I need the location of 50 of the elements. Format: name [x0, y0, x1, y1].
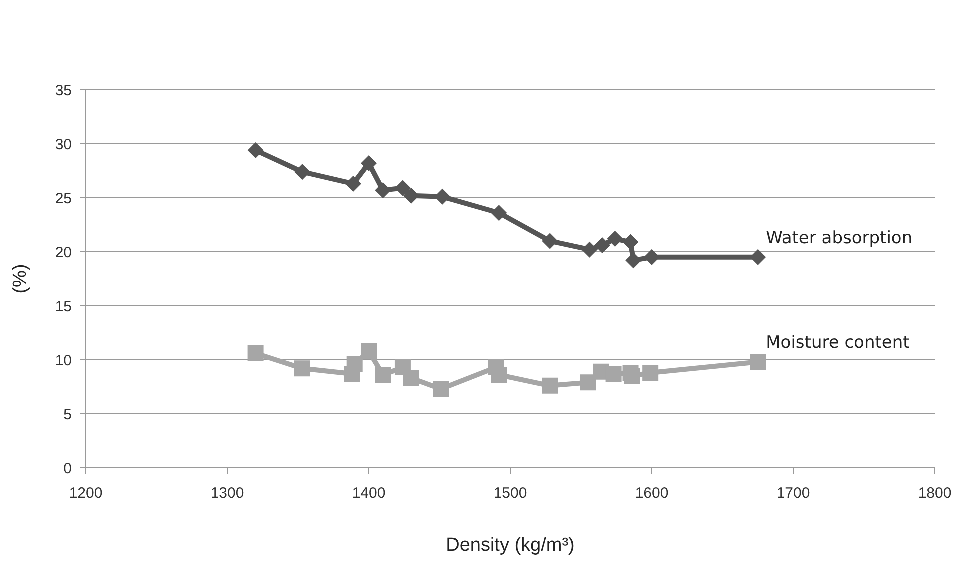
y-tick-label: 10 [55, 352, 72, 370]
y-tick-label: 5 [64, 406, 72, 424]
point [345, 176, 362, 192]
point [606, 366, 622, 382]
point [403, 370, 420, 386]
point [642, 364, 659, 381]
point [594, 238, 610, 254]
point [361, 343, 377, 360]
point [542, 233, 558, 250]
point [403, 188, 420, 204]
series-label: Moisture content [766, 333, 910, 354]
y-tick-label: 15 [55, 298, 72, 316]
point [542, 378, 558, 394]
y-tick-label: 25 [55, 190, 72, 208]
x-tick-label: 1700 [776, 485, 810, 502]
point [434, 188, 451, 205]
x-tick-label: 1600 [635, 485, 669, 502]
point [248, 142, 264, 158]
x-tick-label: 1300 [210, 485, 244, 502]
point [361, 155, 377, 172]
point [375, 182, 392, 198]
point [607, 231, 624, 248]
point [491, 205, 508, 222]
series-label: Water absorption [766, 228, 913, 248]
y-tick-label: 35 [55, 82, 72, 100]
y-tick-label: 30 [55, 136, 72, 154]
y-tick-label: 20 [55, 244, 72, 262]
y-tick-label: 0 [64, 460, 72, 478]
point [582, 242, 598, 258]
point [626, 252, 642, 269]
point [248, 346, 264, 362]
point [294, 164, 310, 180]
point [644, 249, 660, 266]
point [624, 368, 640, 384]
point [580, 374, 596, 391]
point [346, 356, 363, 372]
x-tick-label: 1800 [918, 485, 952, 502]
point [375, 367, 392, 384]
point [294, 360, 310, 377]
y-axis-title: (%) [10, 264, 31, 294]
x-tick-label: 1200 [69, 485, 103, 502]
point [433, 381, 450, 398]
x-tick-label: 1400 [352, 485, 386, 502]
x-axis-title: Density (kg/m³) [446, 535, 575, 556]
point [622, 234, 639, 250]
point [750, 354, 766, 370]
point [394, 180, 411, 196]
x-tick-label: 1500 [494, 485, 528, 502]
point [750, 249, 766, 266]
point [491, 367, 508, 384]
